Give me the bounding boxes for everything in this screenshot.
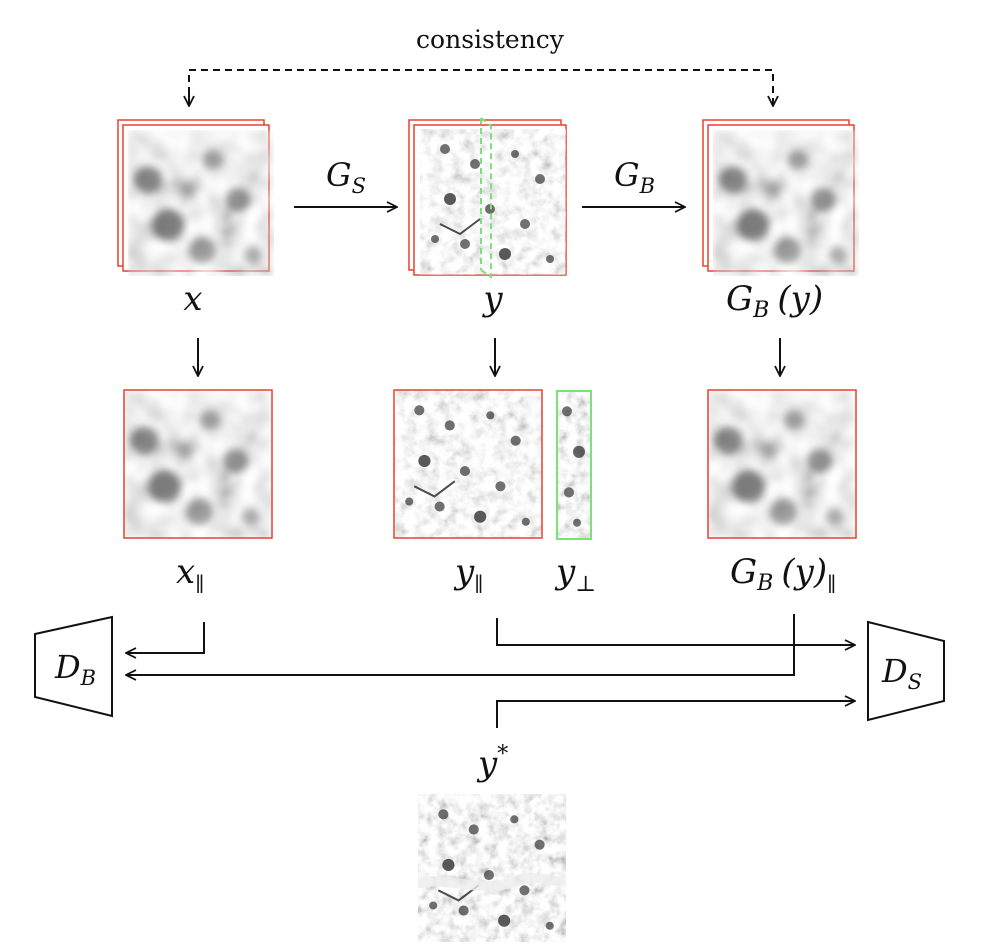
image-y-stack (408, 117, 567, 279)
label-gby: GB (y) (726, 279, 823, 323)
image-gby-par (707, 389, 857, 539)
label-y-perp: y⊥ (554, 552, 596, 597)
svg-text:GS: GS (326, 156, 366, 198)
generator-gs-arrow: GS (294, 156, 397, 207)
svg-text:DS: DS (881, 652, 922, 694)
arrow-gbypar-to-db (126, 614, 795, 675)
label-y: y (481, 279, 503, 319)
arrow-xpar-to-db (126, 622, 205, 653)
consistency-link: consistency (189, 25, 773, 106)
arrow-ypar-to-ds (496, 618, 855, 645)
gb-label: G (614, 156, 640, 194)
image-y-star (418, 794, 566, 942)
discriminator-db: DB (34, 615, 113, 718)
label-y-star: y* (476, 742, 508, 784)
svg-text:DB: DB (54, 648, 96, 690)
db-label: D (54, 648, 81, 686)
label-x-par: x∥ (176, 552, 204, 596)
generator-gb-arrow: GB (582, 156, 685, 207)
svg-text:GB: GB (614, 156, 655, 198)
discriminator-ds: DS (867, 620, 945, 722)
gs-label: G (326, 156, 352, 194)
gb-sub: B (639, 174, 655, 198)
ds-label: D (881, 652, 908, 690)
arrow-ystar-to-ds (496, 701, 855, 728)
image-gby-stack (702, 119, 859, 276)
consistency-label: consistency (416, 25, 565, 54)
image-x-stack (117, 119, 274, 276)
image-y-par (393, 389, 543, 539)
image-y-perp (556, 390, 592, 540)
label-gby-par: GB (y)∥ (730, 552, 836, 596)
label-x: x (183, 279, 202, 319)
db-sub: B (80, 666, 96, 690)
gs-sub: S (352, 174, 366, 198)
ds-sub: S (908, 670, 922, 694)
label-y-par: y∥ (453, 552, 483, 596)
image-x-par (123, 389, 273, 539)
